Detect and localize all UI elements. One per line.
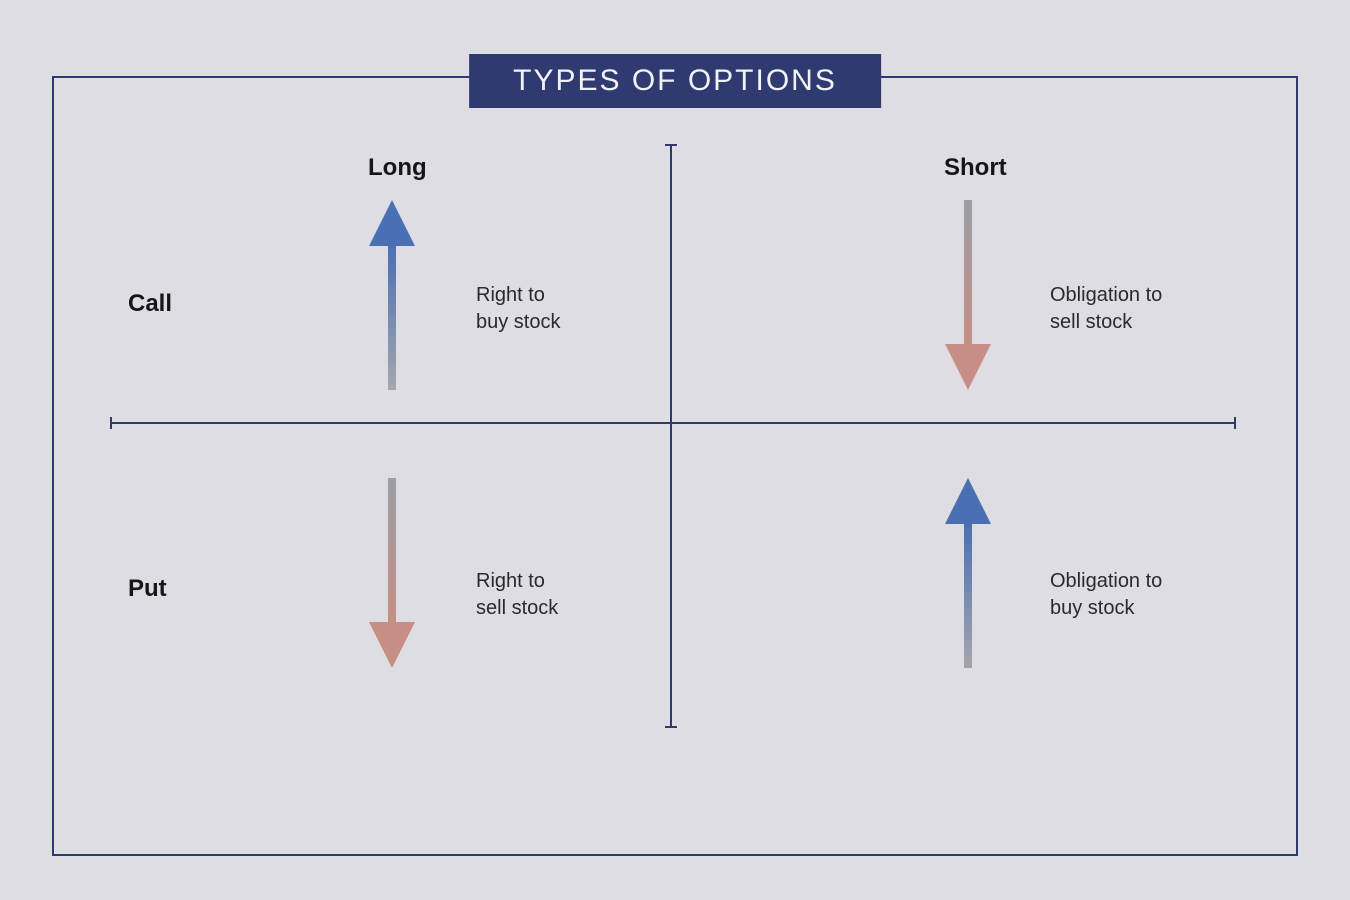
arrow-long-call (362, 200, 422, 390)
desc-line: sell stock (476, 597, 558, 619)
desc-line: buy stock (1050, 597, 1134, 619)
row-header-call: Call (128, 290, 172, 318)
desc-short-call: Obligation to sell stock (1050, 282, 1162, 336)
desc-line: Right to (476, 284, 545, 306)
desc-line: sell stock (1050, 311, 1132, 333)
title-banner: TYPES OF OPTIONS (469, 54, 881, 108)
desc-long-put: Right to sell stock (476, 568, 558, 622)
arrow-short-call (938, 200, 998, 390)
column-header-short: Short (944, 154, 1007, 182)
desc-line: Obligation to (1050, 284, 1162, 306)
axis-horizontal (110, 422, 1236, 424)
column-header-long: Long (368, 154, 427, 182)
axis-vertical (670, 144, 672, 728)
diagram-frame (52, 76, 1298, 856)
desc-line: buy stock (476, 311, 560, 333)
desc-line: Right to (476, 570, 545, 592)
desc-short-put: Obligation to buy stock (1050, 568, 1162, 622)
row-header-put: Put (128, 575, 167, 603)
arrow-long-put (362, 478, 422, 668)
desc-long-call: Right to buy stock (476, 282, 560, 336)
desc-line: Obligation to (1050, 570, 1162, 592)
arrow-short-put (938, 478, 998, 668)
